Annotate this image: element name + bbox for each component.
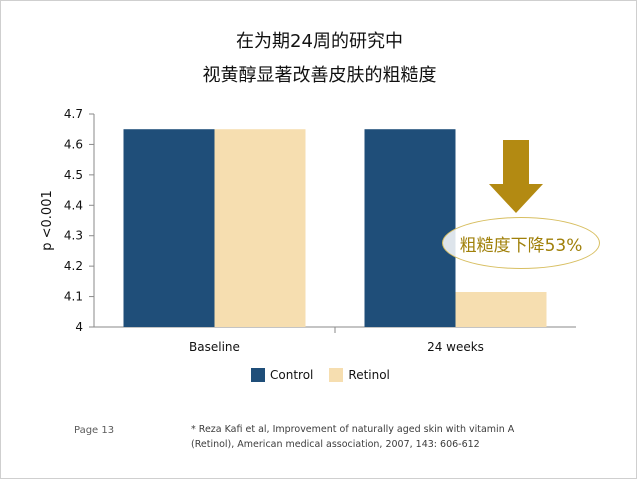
bar-control-0 <box>123 129 215 327</box>
y-tick-label-6: 4.6 <box>64 137 83 151</box>
y-tick-label-5: 4.5 <box>64 168 83 182</box>
page-number: Page 13 <box>74 425 115 436</box>
legend-item-retinol: Retinol <box>329 368 390 382</box>
legend-label-control: Control <box>270 368 314 382</box>
roughness-callout: 粗糙度下降53% <box>442 217 600 269</box>
legend-swatch-retinol <box>329 368 344 382</box>
bar-control-1 <box>364 129 456 327</box>
y-axis-label: p <0.001 <box>40 190 55 251</box>
y-tick-label-4: 4.4 <box>64 198 83 212</box>
chart-title-line-2: 视黄醇显著改善皮肤的粗糙度 <box>202 65 437 86</box>
legend-item-control: Control <box>251 368 313 382</box>
y-tick-label-7: 4.7 <box>64 107 83 121</box>
y-tick-label-2: 4.2 <box>64 259 83 273</box>
callout-text: 粗糙度下降53% <box>459 235 583 256</box>
chart-title-line-1: 在为期24周的研究中 <box>236 31 403 52</box>
legend-swatch-control <box>251 368 265 382</box>
y-tick-label-1: 4.1 <box>64 290 83 304</box>
bar-retinol-1 <box>455 292 547 327</box>
x-tick-label-0: Baseline <box>189 340 240 354</box>
reference-line-2: (Retinol), American medical association,… <box>191 439 480 450</box>
y-tick-label-0: 4 <box>75 320 83 334</box>
reference-citation: * Reza Kafi et al, Improvement of natura… <box>191 422 591 452</box>
legend-label-retinol: Retinol <box>348 368 390 382</box>
y-tick-label-3: 4.3 <box>64 229 83 243</box>
bar-retinol-0 <box>214 129 306 327</box>
chart-legend: Control Retinol <box>251 367 406 383</box>
reference-line-1: * Reza Kafi et al, Improvement of natura… <box>191 424 515 435</box>
x-tick-label-1: 24 weeks <box>427 340 484 354</box>
down-arrow-icon <box>489 140 543 213</box>
